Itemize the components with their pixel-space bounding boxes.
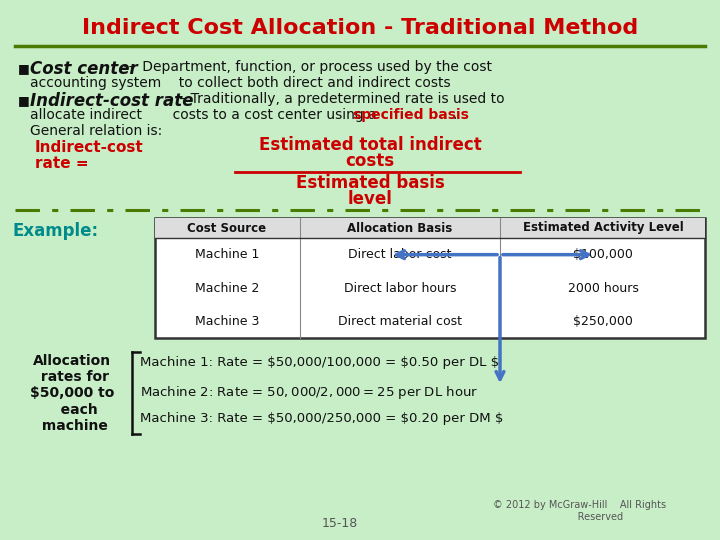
Text: Cost center: Cost center <box>30 60 138 78</box>
Text: Machine 2: Machine 2 <box>195 281 259 294</box>
Text: © 2012 by McGraw-Hill    All Rights
             Reserved: © 2012 by McGraw-Hill All Rights Reserve… <box>493 501 667 522</box>
Text: rate =: rate = <box>35 156 89 171</box>
Text: Allocation Basis: Allocation Basis <box>347 221 453 234</box>
Text: Cost Source: Cost Source <box>187 221 266 234</box>
Text: level: level <box>348 190 392 208</box>
Text: .: . <box>453 108 457 122</box>
Text: Indirect-cost rate: Indirect-cost rate <box>30 92 194 110</box>
Text: $100,000: $100,000 <box>573 248 633 261</box>
Text: Machine 1: Machine 1 <box>195 248 259 261</box>
Text: Machine 3: Machine 3 <box>195 315 259 328</box>
Text: --  Department, function, or process used by the cost: -- Department, function, or process used… <box>115 60 492 74</box>
Text: Direct material cost: Direct material cost <box>338 315 462 328</box>
Text: Indirect-cost: Indirect-cost <box>35 140 144 155</box>
Text: – Traditionally, a predetermined rate is used to: – Traditionally, a predetermined rate is… <box>175 92 505 106</box>
Text: Estimated total indirect: Estimated total indirect <box>258 136 482 154</box>
Text: Direct labor hours: Direct labor hours <box>343 281 456 294</box>
Text: Machine 1: Rate = $50,000/100,000 = $0.50 per DL $: Machine 1: Rate = $50,000/100,000 = $0.5… <box>140 356 499 369</box>
Text: costs: costs <box>346 152 395 170</box>
Text: ■: ■ <box>18 94 30 107</box>
Text: Estimated Activity Level: Estimated Activity Level <box>523 221 683 234</box>
Text: Estimated basis: Estimated basis <box>296 174 444 192</box>
Text: Indirect Cost Allocation - Traditional Method: Indirect Cost Allocation - Traditional M… <box>82 18 638 38</box>
Text: specified basis: specified basis <box>353 108 469 122</box>
Text: Machine 2: Rate = $50,000/2,000 = $25 per DL hour: Machine 2: Rate = $50,000/2,000 = $25 pe… <box>140 384 478 401</box>
Text: $250,000: $250,000 <box>573 315 633 328</box>
FancyBboxPatch shape <box>155 218 705 238</box>
Text: Machine 3: Rate = $50,000/250,000 = $0.20 per DM $: Machine 3: Rate = $50,000/250,000 = $0.2… <box>140 412 503 425</box>
Text: Allocation
 rates for
$50,000 to
   each
 machine: Allocation rates for $50,000 to each mac… <box>30 354 114 433</box>
Text: General relation is:: General relation is: <box>30 124 162 138</box>
Text: Example:: Example: <box>12 222 98 240</box>
Text: 15-18: 15-18 <box>322 517 358 530</box>
FancyBboxPatch shape <box>155 218 705 338</box>
Text: ■: ■ <box>18 62 30 75</box>
Text: 2000 hours: 2000 hours <box>567 281 639 294</box>
Text: Direct labor cost: Direct labor cost <box>348 248 451 261</box>
Text: allocate indirect       costs to a cost center using a: allocate indirect costs to a cost center… <box>30 108 381 122</box>
Text: accounting system    to collect both direct and indirect costs: accounting system to collect both direct… <box>30 76 451 90</box>
